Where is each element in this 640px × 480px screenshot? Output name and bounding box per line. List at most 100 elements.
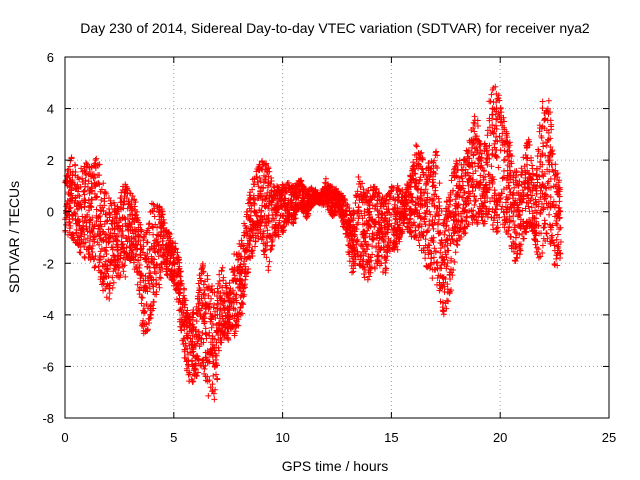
data-point	[206, 377, 213, 384]
data-point	[133, 241, 140, 248]
data-point	[141, 309, 148, 316]
data-point	[194, 338, 201, 345]
data-point	[79, 175, 86, 182]
data-point	[256, 226, 263, 233]
data-point	[251, 209, 258, 216]
data-point	[246, 216, 253, 223]
data-point	[238, 267, 245, 274]
data-point	[72, 195, 79, 202]
data-point	[199, 265, 206, 272]
data-point	[233, 317, 240, 324]
data-point	[222, 312, 229, 319]
data-point	[144, 263, 151, 270]
data-point	[99, 278, 106, 285]
data-point	[172, 240, 179, 247]
data-point	[210, 302, 217, 309]
data-point	[136, 264, 143, 271]
data-point	[246, 253, 253, 260]
data-point	[225, 294, 232, 301]
data-point	[110, 279, 117, 286]
data-point	[271, 230, 278, 237]
data-point	[224, 330, 231, 337]
data-point	[215, 288, 222, 295]
data-point	[153, 261, 160, 268]
data-point	[263, 160, 270, 167]
data-point	[252, 232, 259, 239]
data-point	[192, 342, 199, 349]
data-point	[123, 194, 130, 201]
data-point	[180, 292, 187, 299]
data-point	[190, 348, 197, 355]
data-point	[270, 207, 277, 214]
data-point	[181, 354, 188, 361]
data-point	[275, 199, 282, 206]
data-point	[138, 272, 145, 279]
data-point	[212, 356, 219, 363]
data-point	[174, 259, 181, 266]
data-point	[266, 168, 273, 175]
data-point	[159, 265, 166, 272]
data-point	[259, 234, 266, 241]
data-point	[101, 202, 108, 209]
data-point	[213, 344, 220, 351]
data-point	[128, 201, 135, 208]
data-point	[181, 335, 188, 342]
data-point	[202, 310, 209, 317]
data-point	[88, 163, 95, 170]
data-point	[95, 161, 102, 168]
data-point	[105, 239, 112, 246]
data-point	[174, 249, 181, 256]
data-point	[96, 181, 103, 188]
data-point	[105, 226, 112, 233]
data-point	[106, 285, 113, 292]
data-point	[237, 261, 244, 268]
data-point	[76, 176, 83, 183]
data-point	[265, 263, 272, 270]
data-point	[98, 208, 105, 215]
data-point	[212, 314, 219, 321]
data-point	[179, 300, 186, 307]
data-point	[213, 362, 220, 368]
data-point	[167, 235, 174, 242]
data-point	[133, 208, 140, 215]
data-point	[174, 281, 181, 288]
data-point	[94, 172, 101, 179]
data-point	[86, 168, 93, 175]
data-point	[97, 248, 104, 255]
data-point	[189, 332, 196, 339]
data-point	[251, 221, 258, 228]
data-point	[208, 324, 215, 331]
data-point	[175, 298, 182, 305]
data-point	[95, 214, 102, 221]
data-point	[193, 352, 200, 359]
data-point	[192, 326, 199, 333]
data-point	[194, 311, 201, 318]
data-point	[83, 164, 90, 171]
data-point	[261, 222, 268, 229]
data-point	[132, 253, 139, 260]
data-point	[72, 162, 79, 169]
data-point	[253, 173, 260, 180]
data-point	[108, 244, 115, 251]
data-point	[182, 340, 189, 347]
data-point	[181, 348, 188, 355]
data-point	[98, 186, 105, 193]
data-point	[200, 291, 207, 298]
data-point	[152, 221, 159, 228]
data-point	[111, 230, 118, 237]
data-point	[97, 269, 104, 276]
data-point	[156, 274, 163, 281]
data-point	[235, 322, 242, 329]
data-point	[219, 315, 226, 322]
data-point	[71, 209, 78, 216]
data-point	[128, 249, 135, 256]
data-point	[111, 213, 118, 220]
data-point	[254, 179, 261, 186]
x-tick-label: 20	[493, 430, 507, 445]
data-point	[163, 266, 170, 273]
data-point	[166, 231, 173, 238]
data-point	[267, 246, 274, 253]
data-point	[268, 238, 275, 245]
data-point	[197, 275, 204, 282]
data-point	[216, 271, 223, 278]
